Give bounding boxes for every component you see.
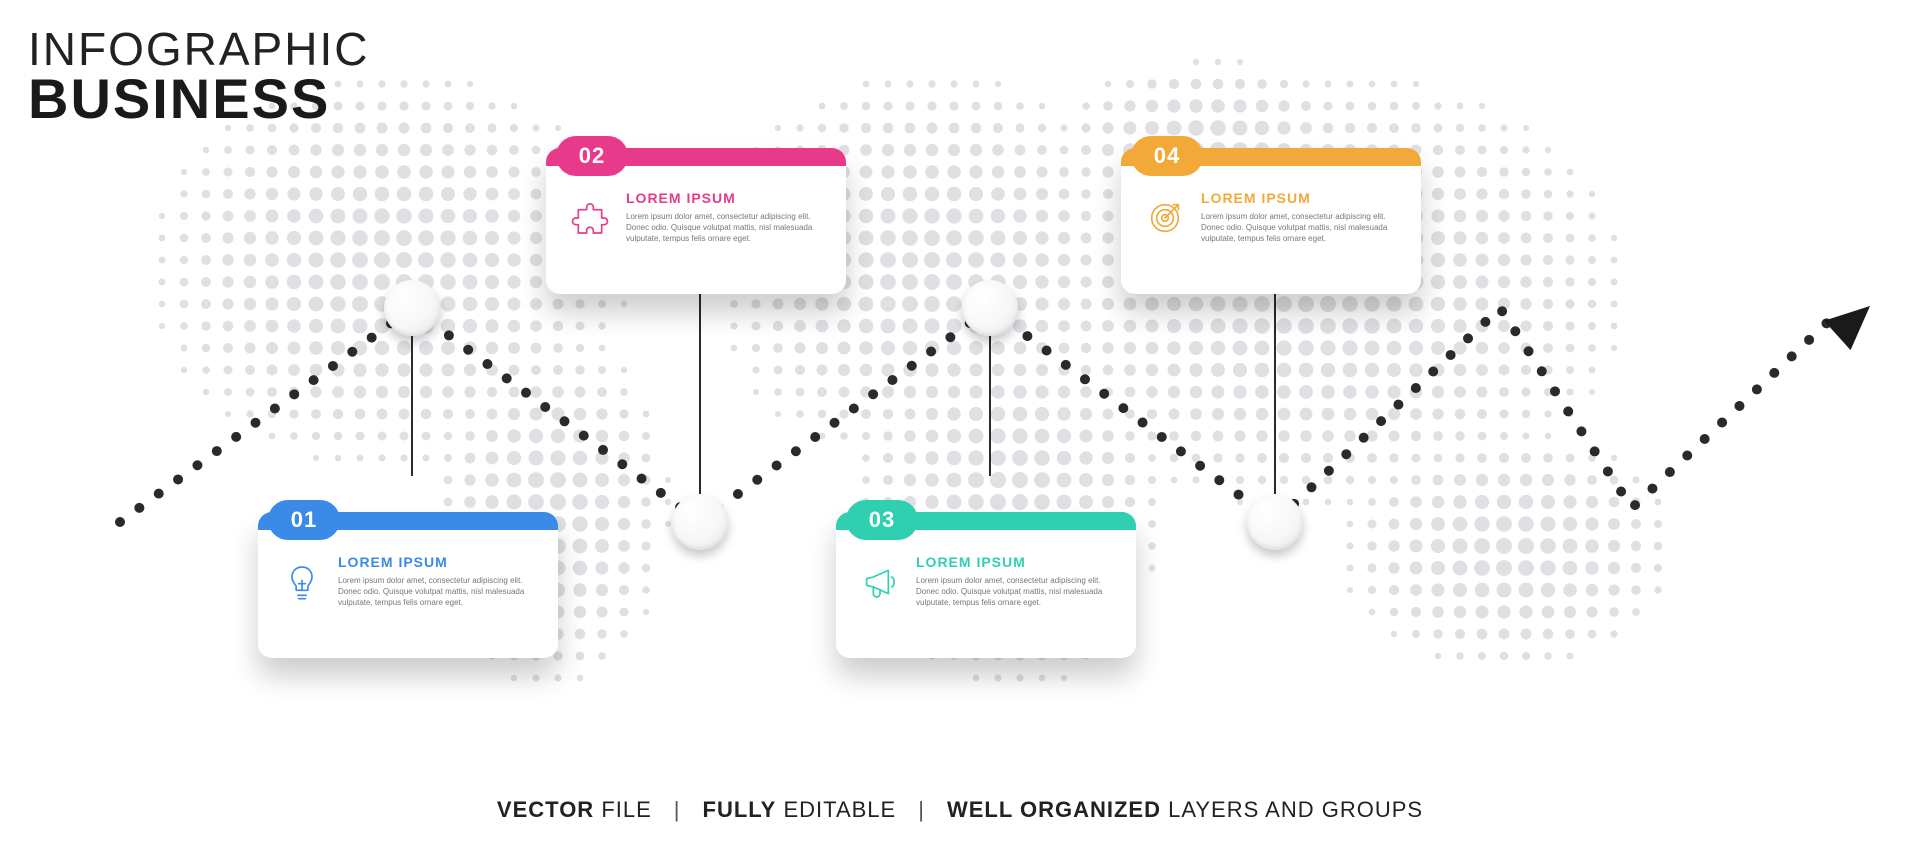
- card-heading: LOREM IPSUM: [916, 554, 1118, 570]
- connector-line: [989, 334, 991, 476]
- footer-labels: VECTOR FILE | FULLY EDITABLE | WELL ORGANIZE…: [0, 797, 1920, 823]
- card-body: LOREM IPSUM Lorem ipsum dolor amet, conse…: [546, 178, 846, 258]
- card-description: Lorem ipsum dolor amet, consectetur adip…: [626, 212, 828, 244]
- timeline-node: [384, 280, 440, 336]
- card-body: LOREM IPSUM Lorem ipsum dolor amet, conse…: [258, 542, 558, 622]
- card-description: Lorem ipsum dolor amet, consectetur adip…: [338, 576, 540, 608]
- timeline-node: [672, 494, 728, 550]
- megaphone-icon: [858, 554, 902, 608]
- bulb-icon: [280, 554, 324, 608]
- step-number-badge: 02: [556, 136, 628, 176]
- step-card: 02LOREM IPSUMLorem ipsum dolor amet, con…: [546, 148, 846, 294]
- footer-separator: |: [674, 797, 681, 822]
- step-card: 03LOREM IPSUMLorem ipsum dolor amet, con…: [836, 512, 1136, 658]
- infographic-stage: INFOGRAPHIC BUSINESS VECTOR FILE | FULLY E…: [0, 0, 1920, 845]
- card-body: LOREM IPSUM Lorem ipsum dolor amet, conse…: [836, 542, 1136, 622]
- card-text: LOREM IPSUM Lorem ipsum dolor amet, conse…: [626, 190, 828, 244]
- card-heading: LOREM IPSUM: [1201, 190, 1403, 206]
- card-heading: LOREM IPSUM: [338, 554, 540, 570]
- footer-label-bold: VECTOR: [497, 797, 594, 822]
- timeline-node: [1247, 494, 1303, 550]
- card-description: Lorem ipsum dolor amet, consectetur adip…: [1201, 212, 1403, 244]
- footer-label-rest: EDITABLE: [776, 797, 896, 822]
- card-description: Lorem ipsum dolor amet, consectetur adip…: [916, 576, 1118, 608]
- target-icon: [1143, 190, 1187, 244]
- footer-label-rest: LAYERS AND GROUPS: [1161, 797, 1423, 822]
- step-number-badge: 04: [1131, 136, 1203, 176]
- puzzle-icon: [568, 190, 612, 244]
- step-card: 01LOREM IPSUMLorem ipsum dolor amet, con…: [258, 512, 558, 658]
- card-text: LOREM IPSUM Lorem ipsum dolor amet, conse…: [338, 554, 540, 608]
- title-line-2: BUSINESS: [28, 72, 369, 125]
- step-number-badge: 03: [846, 500, 918, 540]
- infographic-title: INFOGRAPHIC BUSINESS: [28, 28, 369, 125]
- card-heading: LOREM IPSUM: [626, 190, 828, 206]
- footer-label-bold: FULLY: [703, 797, 777, 822]
- timeline-node: [962, 280, 1018, 336]
- connector-line: [411, 334, 413, 476]
- card-body: LOREM IPSUM Lorem ipsum dolor amet, conse…: [1121, 178, 1421, 258]
- title-line-1: INFOGRAPHIC: [28, 28, 369, 72]
- footer-separator: |: [918, 797, 925, 822]
- card-text: LOREM IPSUM Lorem ipsum dolor amet, conse…: [916, 554, 1118, 608]
- card-text: LOREM IPSUM Lorem ipsum dolor amet, conse…: [1201, 190, 1403, 244]
- footer-label-bold: WELL ORGANIZED: [947, 797, 1161, 822]
- step-number-badge: 01: [268, 500, 340, 540]
- footer-label-rest: FILE: [594, 797, 652, 822]
- step-card: 04LOREM IPSUMLorem ipsum dolor amet, con…: [1121, 148, 1421, 294]
